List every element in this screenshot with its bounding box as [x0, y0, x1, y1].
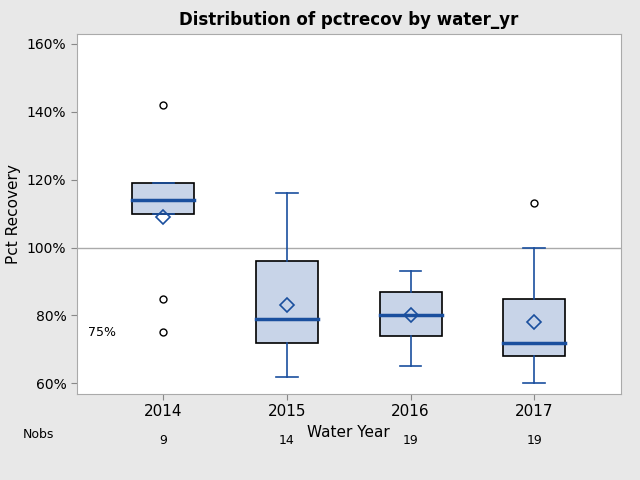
Bar	[132, 183, 195, 214]
Bar	[503, 299, 565, 356]
Text: 14: 14	[279, 434, 295, 447]
X-axis label: Water Year: Water Year	[307, 425, 390, 440]
Bar	[256, 261, 318, 343]
Y-axis label: Pct Recovery: Pct Recovery	[6, 164, 21, 264]
Text: 75%: 75%	[88, 326, 116, 339]
Text: 9: 9	[159, 434, 167, 447]
Bar	[380, 292, 442, 336]
Text: 19: 19	[526, 434, 542, 447]
Text: Nobs: Nobs	[23, 428, 54, 441]
Text: 19: 19	[403, 434, 419, 447]
Title: Distribution of pctrecov by water_yr: Distribution of pctrecov by water_yr	[179, 11, 518, 29]
